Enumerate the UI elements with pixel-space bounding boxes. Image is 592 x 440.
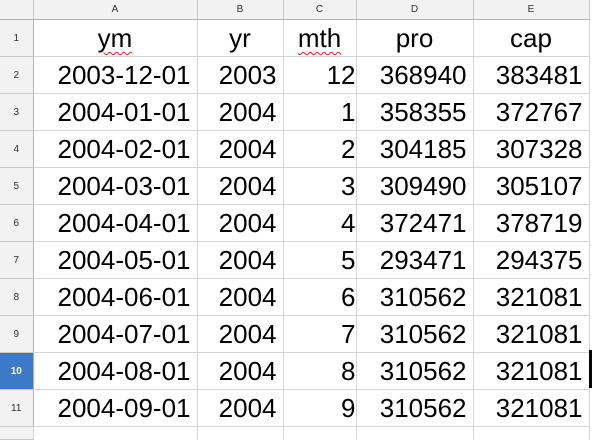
- row-header-2[interactable]: 2: [0, 56, 34, 94]
- cell-c1-text: mth: [297, 23, 342, 53]
- cell-c3[interactable]: 1: [283, 93, 357, 131]
- cell-a4[interactable]: 2004-02-01: [33, 130, 198, 168]
- table-row-3: 3 2004-01-01 2004 1 358355 372767: [0, 93, 590, 131]
- cell-e1[interactable]: cap: [473, 19, 590, 57]
- table-row-9: 9 2004-07-01 2004 7 310562 321081: [0, 315, 590, 353]
- column-header-d[interactable]: D: [356, 0, 474, 20]
- cell-a2[interactable]: 2003-12-01: [33, 56, 198, 94]
- cell-a10[interactable]: 2004-08-01: [33, 352, 198, 390]
- cell-c7[interactable]: 5: [283, 241, 357, 279]
- cell-e2[interactable]: 383481: [473, 56, 590, 94]
- cell-d6[interactable]: 372471: [356, 204, 474, 242]
- cell-b8[interactable]: 2004: [197, 278, 284, 316]
- cell-c6[interactable]: 4: [283, 204, 357, 242]
- cell-b6[interactable]: 2004: [197, 204, 284, 242]
- cell-c10[interactable]: 8: [283, 352, 357, 390]
- table-row-5: 5 2004-03-01 2004 3 309490 305107: [0, 167, 590, 205]
- row-header-12-partial[interactable]: [0, 426, 34, 440]
- cell-c2[interactable]: 12: [283, 56, 357, 94]
- cell-a5[interactable]: 2004-03-01: [33, 167, 198, 205]
- row-header-11[interactable]: 11: [0, 389, 34, 427]
- cell-e5[interactable]: 305107: [473, 167, 590, 205]
- cell-d7[interactable]: 293471: [356, 241, 474, 279]
- cell-e10[interactable]: 321081: [473, 352, 590, 390]
- row-header-10-selected[interactable]: 10: [0, 352, 34, 390]
- cell-d1[interactable]: pro: [356, 19, 474, 57]
- select-all-corner[interactable]: [0, 0, 34, 20]
- cell-d11[interactable]: 310562: [356, 389, 474, 427]
- cell-a9[interactable]: 2004-07-01: [33, 315, 198, 353]
- cell-d3[interactable]: 358355: [356, 93, 474, 131]
- cell-b12[interactable]: [197, 426, 284, 440]
- cell-a7[interactable]: 2004-05-01: [33, 241, 198, 279]
- cell-e12[interactable]: [473, 426, 590, 440]
- cell-b1[interactable]: yr: [197, 19, 284, 57]
- cell-a12[interactable]: [33, 426, 198, 440]
- cell-a8[interactable]: 2004-06-01: [33, 278, 198, 316]
- row-header-6[interactable]: 6: [0, 204, 34, 242]
- cell-b3[interactable]: 2004: [197, 93, 284, 131]
- cell-c1[interactable]: mth: [283, 19, 357, 57]
- cell-d5[interactable]: 309490: [356, 167, 474, 205]
- cell-c4[interactable]: 2: [283, 130, 357, 168]
- cell-c8[interactable]: 6: [283, 278, 357, 316]
- table-row-1: 1 ym yr mth pro cap: [0, 19, 590, 57]
- row-header-5[interactable]: 5: [0, 167, 34, 205]
- table-row-4: 4 2004-02-01 2004 2 304185 307328: [0, 130, 590, 168]
- cell-c11[interactable]: 9: [283, 389, 357, 427]
- cell-b11[interactable]: 2004: [197, 389, 284, 427]
- cell-e3[interactable]: 372767: [473, 93, 590, 131]
- cell-a1-text: ym: [97, 23, 133, 53]
- cell-c5[interactable]: 3: [283, 167, 357, 205]
- cell-d2[interactable]: 368940: [356, 56, 474, 94]
- cell-c12[interactable]: [283, 426, 357, 440]
- row-header-9[interactable]: 9: [0, 315, 34, 353]
- table-row-2: 2 2003-12-01 2003 12 368940 383481: [0, 56, 590, 94]
- cell-b7[interactable]: 2004: [197, 241, 284, 279]
- column-header-a[interactable]: A: [33, 0, 198, 20]
- cell-e7[interactable]: 294375: [473, 241, 590, 279]
- table-row-11: 11 2004-09-01 2004 9 310562 321081: [0, 389, 590, 427]
- cell-e8[interactable]: 321081: [473, 278, 590, 316]
- cell-e6[interactable]: 378719: [473, 204, 590, 242]
- column-header-row: A B C D E: [0, 0, 590, 20]
- row-header-8[interactable]: 8: [0, 278, 34, 316]
- cell-a11[interactable]: 2004-09-01: [33, 389, 198, 427]
- cell-d10[interactable]: 310562: [356, 352, 474, 390]
- table-row-6: 6 2004-04-01 2004 4 372471 378719: [0, 204, 590, 242]
- cell-a6[interactable]: 2004-04-01: [33, 204, 198, 242]
- row-header-1[interactable]: 1: [0, 19, 34, 57]
- column-header-c[interactable]: C: [283, 0, 357, 20]
- row-header-3[interactable]: 3: [0, 93, 34, 131]
- cell-b10[interactable]: 2004: [197, 352, 284, 390]
- cell-d9[interactable]: 310562: [356, 315, 474, 353]
- column-header-e[interactable]: E: [473, 0, 590, 20]
- cell-c9[interactable]: 7: [283, 315, 357, 353]
- cell-e11[interactable]: 321081: [473, 389, 590, 427]
- table-row-10: 10 2004-08-01 2004 8 310562 321081: [0, 352, 590, 390]
- cell-b5[interactable]: 2004: [197, 167, 284, 205]
- cell-a1[interactable]: ym: [33, 19, 198, 57]
- row-header-7[interactable]: 7: [0, 241, 34, 279]
- partial-row-12: [0, 426, 590, 440]
- cell-b2[interactable]: 2003: [197, 56, 284, 94]
- cell-b9[interactable]: 2004: [197, 315, 284, 353]
- cell-d12[interactable]: [356, 426, 474, 440]
- cell-e4[interactable]: 307328: [473, 130, 590, 168]
- table-row-8: 8 2004-06-01 2004 6 310562 321081: [0, 278, 590, 316]
- cell-d4[interactable]: 304185: [356, 130, 474, 168]
- cell-b4[interactable]: 2004: [197, 130, 284, 168]
- cell-e9[interactable]: 321081: [473, 315, 590, 353]
- cell-d8[interactable]: 310562: [356, 278, 474, 316]
- column-header-b[interactable]: B: [197, 0, 284, 20]
- table-row-7: 7 2004-05-01 2004 5 293471 294375: [0, 241, 590, 279]
- cell-a3[interactable]: 2004-01-01: [33, 93, 198, 131]
- cell-cursor-indicator: [589, 350, 592, 388]
- row-header-4[interactable]: 4: [0, 130, 34, 168]
